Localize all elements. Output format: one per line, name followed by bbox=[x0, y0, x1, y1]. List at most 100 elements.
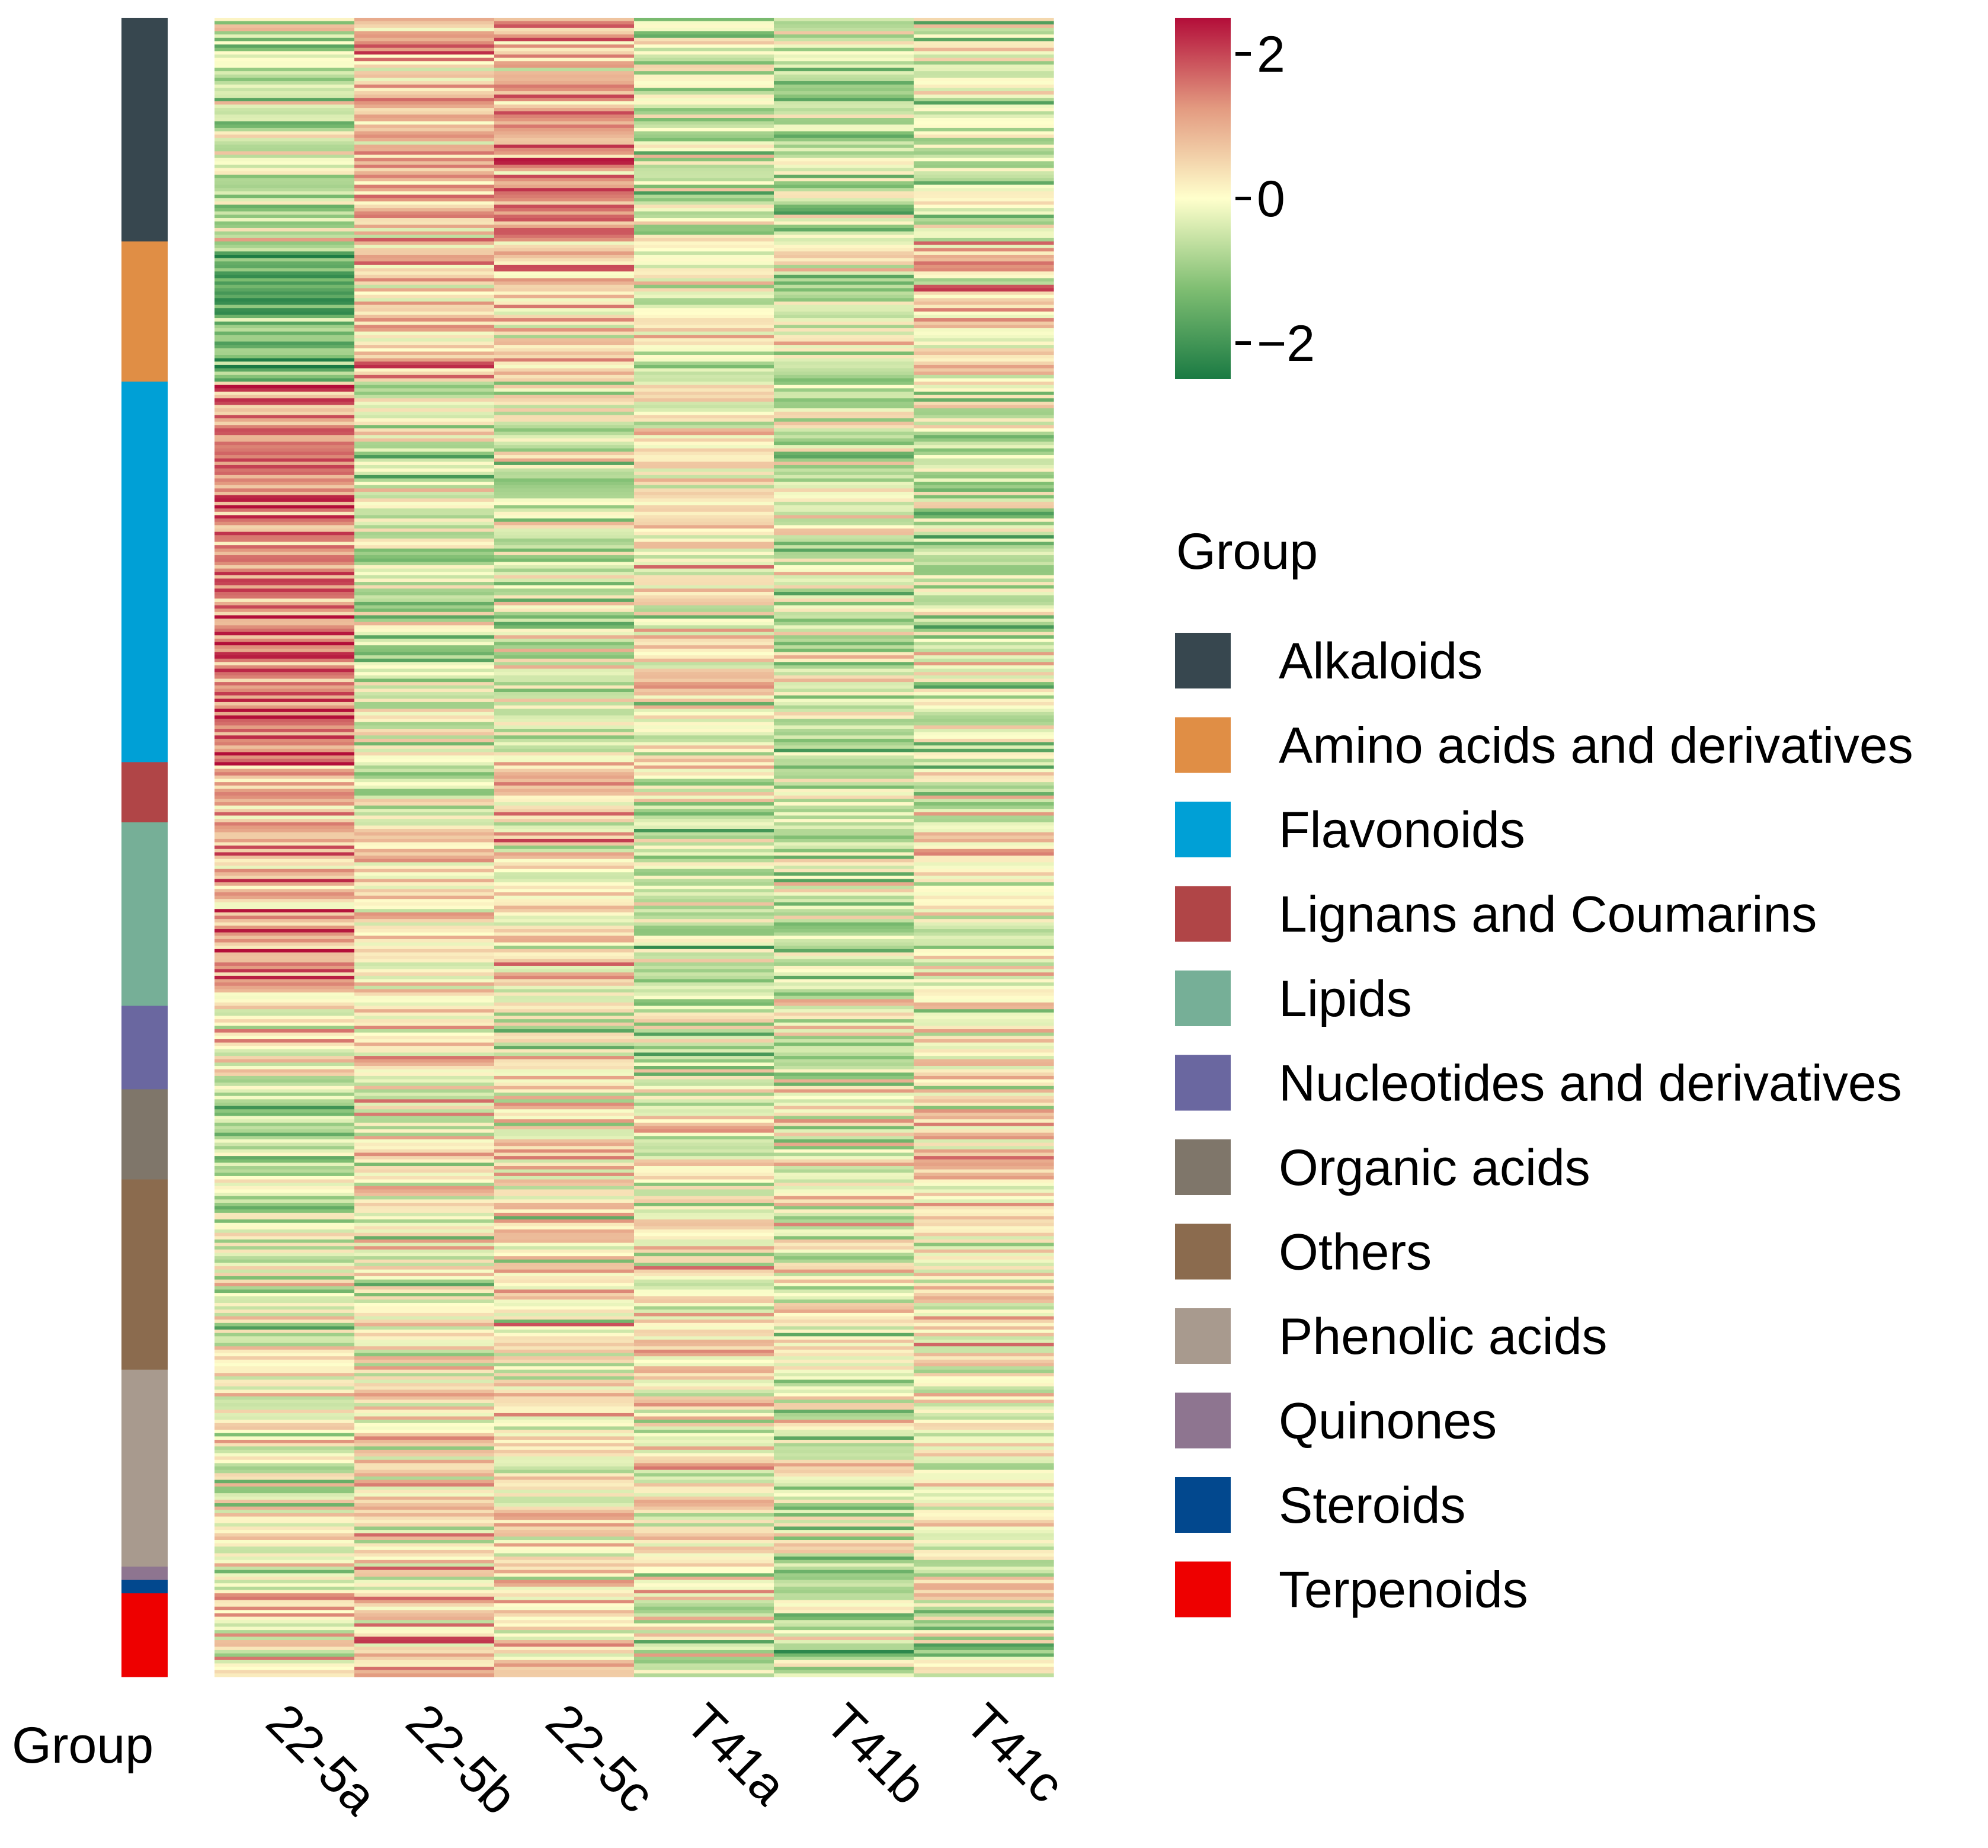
heatmap-cell bbox=[215, 1410, 355, 1414]
heatmap-cell bbox=[634, 1299, 774, 1303]
heatmap-cell bbox=[774, 1286, 914, 1290]
heatmap-cell bbox=[914, 832, 1054, 836]
heatmap-cell bbox=[494, 315, 635, 319]
heatmap-cell bbox=[914, 548, 1054, 553]
heatmap-cell bbox=[354, 1012, 495, 1017]
heatmap-cell bbox=[914, 225, 1054, 229]
heatmap-cell bbox=[215, 1199, 355, 1203]
heatmap-cell bbox=[634, 255, 774, 259]
heatmap-cell bbox=[774, 1483, 914, 1487]
heatmap-cell bbox=[354, 238, 495, 242]
heatmap-cell bbox=[914, 1650, 1054, 1654]
annotation-segment-alkaloids bbox=[121, 18, 168, 242]
heatmap-cell bbox=[774, 258, 914, 262]
heatmap-cell bbox=[914, 622, 1054, 626]
heatmap-cell bbox=[914, 468, 1054, 472]
heatmap-cell bbox=[914, 61, 1054, 65]
heatmap-cell bbox=[494, 745, 635, 750]
heatmap-cell bbox=[215, 475, 355, 479]
heatmap-cell bbox=[774, 151, 914, 155]
heatmap-cell bbox=[914, 1296, 1054, 1300]
heatmap-cell bbox=[494, 1209, 635, 1213]
heatmap-cell bbox=[774, 1022, 914, 1027]
heatmap-cell bbox=[215, 1630, 355, 1634]
heatmap-cell bbox=[215, 1136, 355, 1140]
heatmap-cell bbox=[494, 642, 635, 646]
heatmap-cell bbox=[774, 158, 914, 162]
heatmap-cell bbox=[494, 672, 635, 676]
heatmap-cell bbox=[215, 1149, 355, 1154]
heatmap-cell bbox=[354, 368, 495, 372]
heatmap-cell bbox=[215, 1106, 355, 1110]
heatmap-cell bbox=[914, 1490, 1054, 1494]
heatmap-cell bbox=[354, 869, 495, 873]
heatmap-cell bbox=[914, 992, 1054, 997]
heatmap-cell bbox=[634, 1066, 774, 1070]
heatmap-cell bbox=[215, 1296, 355, 1300]
heatmap-cell bbox=[215, 368, 355, 372]
heatmap-cell bbox=[774, 61, 914, 65]
heatmap-cell bbox=[914, 608, 1054, 613]
heatmap-cell bbox=[634, 1399, 774, 1404]
heatmap-cell bbox=[914, 1369, 1054, 1373]
heatmap-cell bbox=[215, 1022, 355, 1027]
heatmap-cell bbox=[354, 1209, 495, 1213]
annotation-axis-label: Group bbox=[12, 1717, 153, 1774]
heatmap-cell bbox=[215, 1546, 355, 1551]
heatmap-cell bbox=[354, 228, 495, 232]
heatmap-cell bbox=[774, 909, 914, 913]
legend-swatch bbox=[1175, 633, 1231, 688]
heatmap-cell bbox=[774, 1650, 914, 1654]
heatmap-cell bbox=[354, 1626, 495, 1631]
heatmap-cell bbox=[774, 1269, 914, 1273]
heatmap-cell bbox=[914, 642, 1054, 646]
heatmap-cell bbox=[634, 131, 774, 135]
heatmap-cell bbox=[774, 1309, 914, 1314]
heatmap-cell bbox=[494, 792, 635, 796]
heatmap-cell bbox=[215, 178, 355, 182]
heatmap-cell bbox=[215, 972, 355, 976]
heatmap-cell bbox=[634, 545, 774, 549]
heatmap-cell bbox=[354, 715, 495, 719]
heatmap-cell bbox=[354, 1526, 495, 1530]
heatmap-cell bbox=[215, 799, 355, 803]
heatmap-cell bbox=[215, 198, 355, 202]
heatmap-cell bbox=[774, 1363, 914, 1367]
heatmap-cell bbox=[774, 545, 914, 549]
heatmap-cell bbox=[774, 1559, 914, 1564]
heatmap-cell bbox=[914, 114, 1054, 118]
heatmap-cell bbox=[634, 235, 774, 239]
heatmap-cell bbox=[494, 88, 635, 92]
annotation-segment-amino-acids-and-derivatives bbox=[121, 241, 168, 382]
heatmap-cell bbox=[494, 1590, 635, 1594]
heatmap-cell bbox=[354, 1002, 495, 1007]
heatmap-cell bbox=[354, 1186, 495, 1190]
heatmap-cell bbox=[354, 1306, 495, 1310]
heatmap-cell bbox=[354, 194, 495, 198]
heatmap-cell bbox=[494, 1389, 635, 1394]
heatmap-cell bbox=[215, 34, 355, 39]
heatmap-cell bbox=[774, 605, 914, 609]
heatmap-cell bbox=[354, 1253, 495, 1257]
heatmap-cell bbox=[634, 1042, 774, 1046]
heatmap-cell bbox=[634, 1479, 774, 1484]
heatmap-cell bbox=[354, 678, 495, 683]
heatmap-cell bbox=[354, 922, 495, 926]
heatmap-cell bbox=[914, 1273, 1054, 1277]
heatmap-cell bbox=[494, 592, 635, 596]
heatmap-cell bbox=[634, 57, 774, 62]
heatmap-cell bbox=[494, 742, 635, 746]
heatmap-cell bbox=[914, 902, 1054, 907]
heatmap-cell bbox=[914, 1339, 1054, 1344]
heatmap-cell bbox=[215, 425, 355, 429]
heatmap-cell bbox=[215, 81, 355, 85]
heatmap-cell bbox=[494, 1049, 635, 1053]
heatmap-cell bbox=[354, 245, 495, 249]
heatmap-cell bbox=[215, 421, 355, 425]
heatmap-cell bbox=[914, 1353, 1054, 1357]
heatmap-cell bbox=[494, 712, 635, 716]
heatmap-cell bbox=[215, 969, 355, 973]
heatmap-cell bbox=[774, 1413, 914, 1417]
heatmap-cell bbox=[914, 1016, 1054, 1020]
heatmap-cell bbox=[914, 1049, 1054, 1053]
